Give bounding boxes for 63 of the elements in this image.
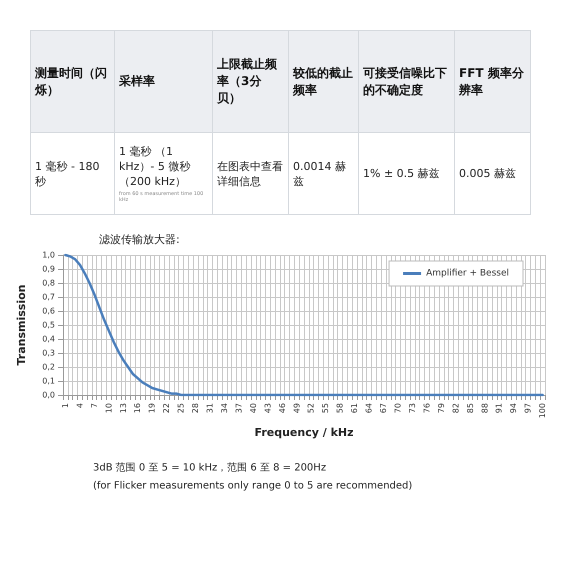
x-tick-label: 70 — [393, 403, 402, 414]
x-tick-label: 85 — [466, 403, 475, 414]
category-label: FFT 频率分辨率 — [454, 30, 530, 132]
y-tick-label: 0,9 — [42, 264, 55, 274]
x-tick-label: 25 — [176, 403, 186, 414]
y-tick-label: 0,8 — [42, 278, 55, 288]
text: 1 毫秒 （1 kHz）- 5 微秒（200 kHz） — [119, 145, 190, 188]
x-tick-label: 100 — [538, 403, 548, 418]
legend-label: Amplifier + Bessel — [426, 268, 510, 278]
x-tick-label: 97 — [524, 403, 533, 414]
text: 1% ± 0.5 赫兹 — [358, 132, 454, 214]
category-label: 采样率 — [114, 30, 212, 132]
x-tick-label: 79 — [436, 403, 446, 414]
y-tick-label: 0,0 — [42, 390, 55, 400]
x-tick-label: 28 — [191, 403, 200, 414]
x-tick-label: 40 — [248, 403, 258, 414]
category-label: 可接受信噪比下的不确定度 — [358, 30, 454, 132]
chart-title: 滤波传输放大器: — [99, 233, 180, 246]
category-label: 较低的截止频率 — [288, 30, 358, 132]
x-tick-label: 88 — [480, 403, 490, 414]
category-label: 上限截止频率（3分贝） — [212, 30, 288, 132]
text: 1 毫秒 - 180 秒 — [30, 132, 114, 214]
x-tick-label: 19 — [148, 403, 157, 414]
x-tick-label: 94 — [509, 403, 518, 414]
x-tick-label: 7 — [90, 403, 99, 408]
x-tick-label: 37 — [234, 403, 244, 414]
text: 0.005 赫兹 — [454, 132, 530, 214]
x-axis-title: Frequency / kHz — [254, 426, 354, 439]
x-tick-label: 13 — [118, 403, 128, 414]
y-tick-label: 0,1 — [42, 376, 55, 386]
x-tick-label: 46 — [278, 403, 287, 414]
x-tick-label: 58 — [336, 403, 345, 414]
x-tick-label: 67 — [379, 403, 388, 414]
text: 3dB 范围 0 至 5 = 10 kHz，范围 6 至 8 = 200Hz — [93, 462, 326, 474]
y-tick-label: 0,2 — [42, 362, 55, 372]
x-tick-label: 16 — [133, 403, 142, 414]
x-tick-label: 10 — [104, 403, 114, 414]
text: 0.0014 赫兹 — [288, 132, 358, 214]
x-tick-label: 61 — [350, 403, 360, 414]
x-tick-label: 43 — [263, 403, 272, 414]
x-tick-label: 52 — [306, 403, 316, 414]
text: 在图表中查看详细信息 — [212, 132, 288, 214]
y-tick-label: 0,5 — [42, 320, 55, 330]
x-tick-label: 55 — [321, 403, 330, 414]
y-tick-label: 0,3 — [42, 348, 55, 358]
y-axis-title: Transmission — [15, 284, 28, 366]
category-label: 测量时间（闪烁） — [30, 30, 114, 132]
x-tick-label: 91 — [494, 403, 504, 414]
x-tick-label: 82 — [451, 403, 460, 414]
text: (for Flicker measurements only range 0 to 5 are recommended) — [93, 480, 412, 492]
y-tick-label: 0,4 — [42, 334, 55, 344]
x-tick-label: 4 — [75, 403, 84, 408]
x-tick-label: 73 — [408, 403, 417, 414]
y-tick-label: 0,7 — [42, 292, 55, 302]
x-tick-label: 49 — [292, 403, 302, 414]
x-tick-label: 34 — [220, 403, 229, 414]
x-tick-label: 64 — [364, 403, 374, 414]
y-tick-label: 1,0 — [42, 250, 55, 260]
x-tick-label: 22 — [162, 403, 172, 414]
y-tick-label: 0,6 — [42, 306, 55, 316]
x-tick-label: 1 — [60, 403, 70, 408]
x-tick-label: 31 — [206, 403, 215, 414]
x-tick-label: 76 — [422, 403, 432, 414]
